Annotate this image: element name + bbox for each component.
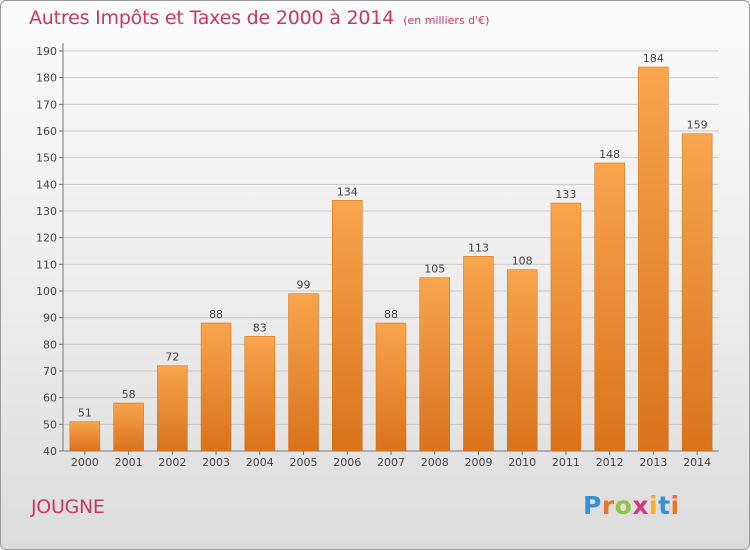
y-tick-label: 120: [36, 232, 57, 245]
data-label: 88: [384, 308, 398, 321]
bar-2006: [332, 200, 363, 452]
commune-name: JOUGNE: [31, 496, 105, 518]
bar-2000: [69, 421, 101, 452]
y-tick-label: 110: [36, 258, 57, 271]
y-tick-label: 90: [43, 312, 57, 325]
bar-2013: [638, 66, 669, 452]
logo-letter: P: [583, 491, 602, 520]
y-tick-label: 140: [36, 178, 57, 191]
data-label: 83: [253, 321, 267, 334]
data-label: 88: [209, 308, 223, 321]
bar-2005: [288, 293, 319, 452]
data-label: 51: [78, 407, 92, 420]
bar-2007: [375, 322, 407, 452]
x-tick-label: 2009: [464, 456, 492, 469]
data-label: 133: [555, 188, 576, 201]
data-label: 105: [424, 263, 445, 276]
y-tick-label: 170: [36, 98, 57, 111]
chart-title-text: Autres Impôts et Taxes de 2000 à 2014: [29, 7, 395, 29]
logo-letter: i: [649, 491, 659, 520]
bar-2002: [157, 365, 188, 452]
x-tick-label: 2000: [71, 456, 99, 469]
x-tick-label: 2012: [596, 456, 624, 469]
logo-letter: r: [601, 491, 615, 520]
data-label: 99: [297, 279, 311, 292]
chart-title: Autres Impôts et Taxes de 2000 à 2014 (e…: [29, 7, 489, 29]
x-tick-label: 2004: [246, 456, 274, 469]
x-tick-label: 2014: [683, 456, 711, 469]
chart-subtitle: (en milliers d'€): [403, 14, 490, 27]
logo-letter: o: [614, 491, 633, 520]
x-tick-label: 2007: [377, 456, 405, 469]
bar-2011: [550, 202, 582, 452]
data-label: 58: [122, 388, 136, 401]
x-tick-label: 2011: [552, 456, 580, 469]
y-tick-label: 60: [43, 392, 57, 405]
bar-2004: [244, 336, 276, 452]
bar-2012: [594, 162, 625, 452]
data-label: 108: [512, 255, 533, 268]
data-label: 148: [599, 148, 620, 161]
bar-2014: [681, 133, 713, 452]
data-label: 134: [337, 185, 358, 198]
bar-2003: [200, 322, 232, 452]
y-tick-label: 130: [36, 205, 57, 218]
y-tick-label: 70: [43, 365, 57, 378]
x-tick-label: 2010: [508, 456, 536, 469]
logo-letter: x: [632, 491, 649, 520]
x-tick-label: 2008: [421, 456, 449, 469]
x-tick-label: 2001: [115, 456, 143, 469]
y-tick-label: 80: [43, 338, 57, 351]
x-tick-label: 2005: [290, 456, 318, 469]
y-tick-label: 160: [36, 125, 57, 138]
y-tick-label: 50: [43, 418, 57, 431]
data-label: 72: [165, 351, 179, 364]
data-label: 159: [687, 119, 708, 132]
y-tick-label: 150: [36, 152, 57, 165]
y-tick-label: 180: [36, 72, 57, 85]
y-tick-label: 190: [36, 45, 57, 58]
data-label: 113: [468, 241, 489, 254]
proxiti-logo: Proxiti: [583, 491, 680, 520]
x-tick-label: 2002: [158, 456, 186, 469]
logo-letter: t: [658, 491, 671, 520]
x-tick-label: 2006: [333, 456, 361, 469]
bar-2009: [463, 256, 494, 452]
y-tick-label: 40: [43, 445, 57, 458]
x-tick-label: 2003: [202, 456, 230, 469]
x-tick-label: 2013: [639, 456, 667, 469]
y-tick-label: 100: [36, 285, 57, 298]
bar-2001: [113, 402, 144, 452]
logo-letter: i: [670, 491, 680, 520]
bar-2008: [419, 277, 450, 452]
data-label: 184: [643, 52, 664, 65]
bar-2010: [506, 269, 538, 452]
